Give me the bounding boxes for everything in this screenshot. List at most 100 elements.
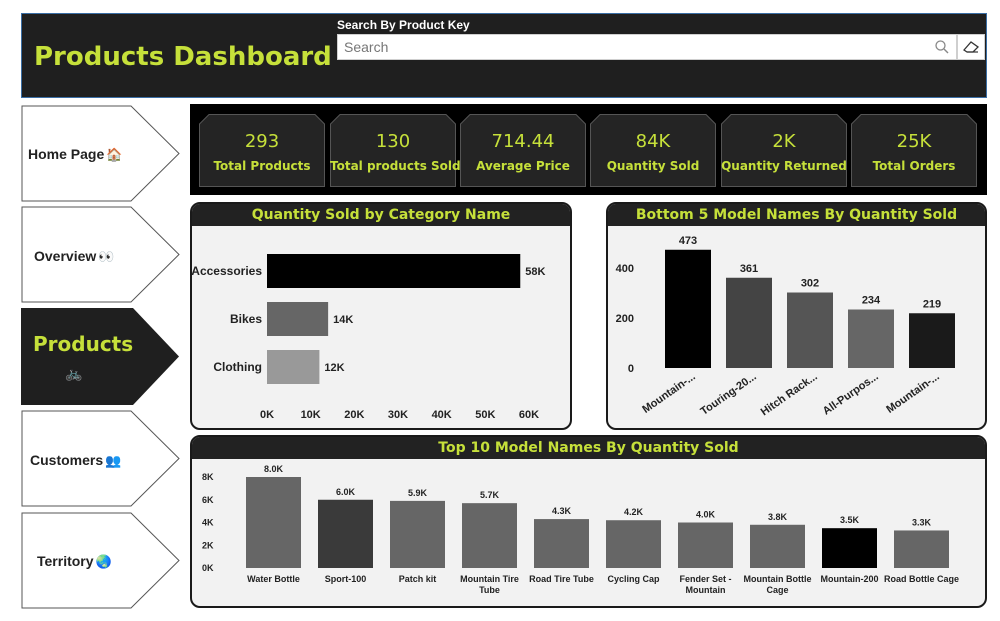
data-label: 5.7K <box>480 490 500 500</box>
nav-customers[interactable]: Customers 👥 <box>21 410 181 507</box>
x-tick-label: 50K <box>475 409 495 421</box>
kpi-card-total-orders: 25K Total Orders <box>851 114 977 187</box>
category-label: Sport-100 <box>325 574 367 584</box>
kpi-card-quantity-returned: 2K Quantity Returned <box>721 114 847 187</box>
y-tick-label: 0 <box>628 363 634 375</box>
y-tick-label: 200 <box>616 313 634 325</box>
people-icon: 👥 <box>105 453 122 468</box>
category-label: Mountain Bottle <box>744 574 812 584</box>
search-icon[interactable] <box>934 39 950 55</box>
house-icon: 🏠 <box>106 147 123 162</box>
model-bar <box>318 499 373 568</box>
nav-label: Territory 🌏 <box>37 553 112 569</box>
eraser-icon <box>963 41 980 53</box>
kpi-card-total-products: 293 Total Products <box>199 114 325 187</box>
bicycle-icon: 🚲 <box>65 365 83 381</box>
page-title: Products Dashboard <box>34 42 332 72</box>
data-label: 3.5K <box>840 515 860 525</box>
kpi-card-shape <box>851 114 977 187</box>
data-label: 3.8K <box>768 512 788 522</box>
category-bar-chart: Accessories 58K Bikes 14K Clothing 12K 0K 10K 20… <box>192 254 546 421</box>
kpi-value: 84K <box>635 131 671 152</box>
kpi-value: 293 <box>244 131 280 152</box>
kpi-label: Average Price <box>476 159 570 173</box>
model-bar <box>787 292 833 368</box>
model-bar <box>822 528 877 568</box>
search-box <box>337 34 957 60</box>
chart-title: Quantity Sold by Category Name <box>192 204 570 226</box>
category-label: Cycling Cap <box>607 574 660 584</box>
nav-label: Overview 👀 <box>34 248 115 264</box>
chart-title: Bottom 5 Model Names By Quantity Sold <box>608 204 985 226</box>
y-tick-label: 4K <box>202 518 214 528</box>
kpi-card-shape <box>460 114 586 187</box>
data-label: 12K <box>324 362 344 374</box>
data-label: 302 <box>801 278 819 290</box>
nav-label-active: Products <box>33 332 134 356</box>
model-bar <box>909 313 955 368</box>
category-label: Fender Set - <box>679 574 731 584</box>
nav-arrow-shape <box>21 105 180 202</box>
category-label: Cage <box>766 585 788 595</box>
kpi-card-shape <box>330 114 456 187</box>
model-bar <box>678 522 733 568</box>
chart-panel-top10: Top 10 Model Names By Quantity Sold 0K 2K… <box>190 435 987 608</box>
top10-bar-chart: 0K 2K 4K 6K 8K 8.0K Water Bottle 6.0K Sport-100 5… <box>202 464 959 595</box>
data-label: 5.9K <box>408 488 428 498</box>
category-label: Touring-20... <box>698 371 758 418</box>
data-label: 4.3K <box>552 506 572 516</box>
category-label: Tube <box>479 585 500 595</box>
nav-arrow-shape <box>21 206 180 303</box>
kpi-value: 2K <box>772 131 796 152</box>
clear-search-button[interactable] <box>957 34 985 60</box>
kpi-card-average-price: 714.44 Average Price <box>460 114 586 187</box>
model-bar <box>894 530 949 568</box>
x-tick-label: 10K <box>301 409 321 421</box>
kpi-card-shape <box>590 114 716 187</box>
nav-products[interactable]: Products 🚲 <box>21 308 181 405</box>
nav-territory[interactable]: Territory 🌏 <box>21 512 181 609</box>
category-label: Water Bottle <box>247 574 300 584</box>
chart-panel-category: Quantity Sold by Category Name Accessori… <box>190 202 572 430</box>
category-label: Mountain <box>686 585 726 595</box>
chart-title: Top 10 Model Names By Quantity Sold <box>192 437 985 459</box>
model-bar <box>534 519 589 568</box>
model-bar <box>665 249 711 368</box>
y-tick-label: 6K <box>202 495 214 505</box>
kpi-label: Total Orders <box>872 159 956 173</box>
nav-label: Home Page 🏠 <box>28 146 123 162</box>
kpi-value: 130 <box>375 131 411 152</box>
data-label: 4.2K <box>624 507 644 517</box>
search-input[interactable] <box>338 35 928 59</box>
kpi-strip: 293 Total Products 130 Total products So… <box>190 104 987 195</box>
category-label: Road Tire Tube <box>529 574 594 584</box>
category-bar <box>267 302 329 336</box>
nav-overview[interactable]: Overview 👀 <box>21 206 181 303</box>
category-label: Mountain-200 <box>820 574 878 584</box>
kpi-card-shape <box>199 114 325 187</box>
y-tick-label: 8K <box>202 472 214 482</box>
kpi-value: 25K <box>896 131 932 152</box>
bottom5-bar-chart: 0 200 400 473 Mountain-... 361 Touring-20... 30… <box>616 235 955 418</box>
nav-arrow-shape <box>21 512 180 609</box>
model-bar <box>750 524 805 568</box>
eyes-icon: 👀 <box>98 249 115 264</box>
data-label: 58K <box>525 266 545 278</box>
category-bar <box>267 350 320 384</box>
x-tick-label: 0K <box>260 409 274 421</box>
nav-home-page[interactable]: Home Page 🏠 <box>21 105 181 202</box>
kpi-label: Quantity Sold <box>606 159 700 173</box>
nav-arrow-shape <box>21 410 180 507</box>
category-label: Bikes <box>230 312 262 326</box>
data-label: 361 <box>740 263 758 275</box>
model-bar <box>462 503 517 568</box>
x-tick-label: 40K <box>432 409 452 421</box>
y-tick-label: 2K <box>202 540 214 550</box>
y-tick-label: 0K <box>202 563 214 573</box>
category-bar <box>267 254 521 288</box>
model-bar <box>726 277 772 368</box>
category-label: Accessories <box>192 264 262 278</box>
nav-label: Customers 👥 <box>30 452 122 468</box>
data-label: 6.0K <box>336 487 356 497</box>
model-bar <box>246 477 301 568</box>
